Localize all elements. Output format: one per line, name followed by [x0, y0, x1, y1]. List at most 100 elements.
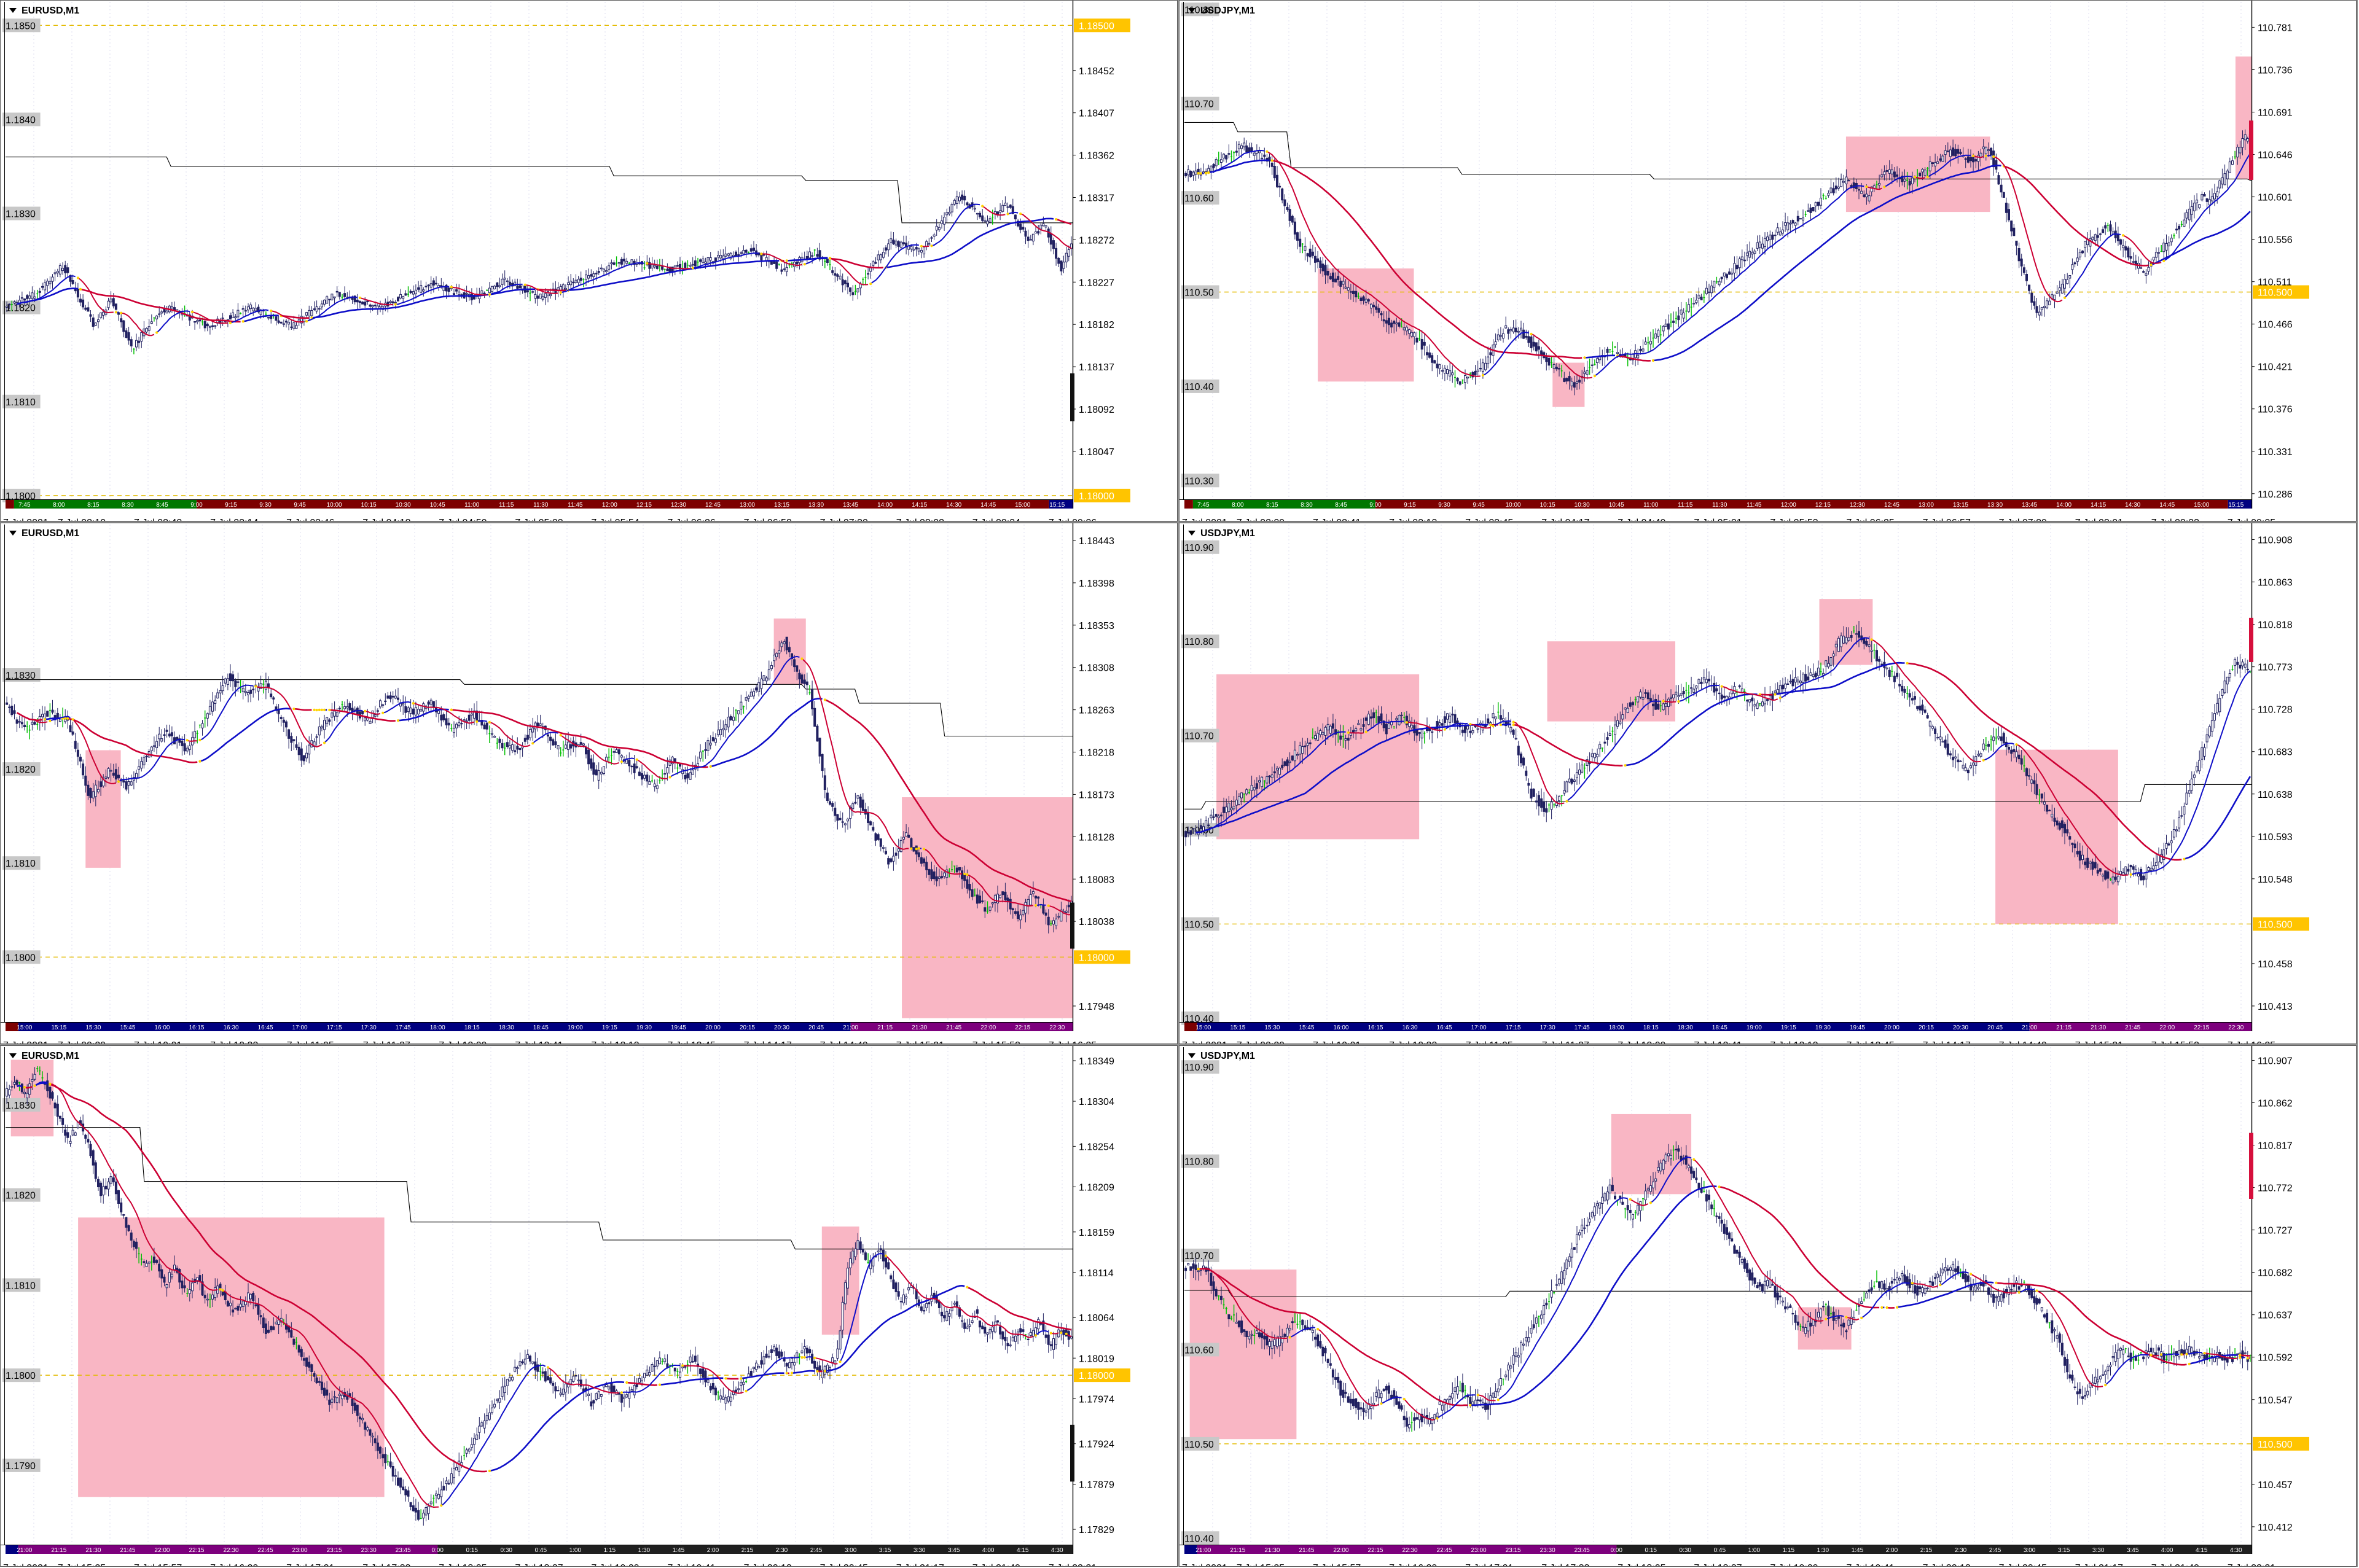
fast-ma-down-segment [547, 1367, 619, 1394]
time-label-0: 7 Jul 2021 [1182, 518, 1227, 521]
fast-ma-up-segment [839, 1252, 884, 1362]
slow-ma-flip-dot [1499, 724, 1502, 727]
axis-tick-1.18083: 1.18083 [1079, 875, 1114, 885]
session-time-label: 4:30 [2230, 1547, 2242, 1554]
axis-highlight-110.500 [2253, 285, 2309, 299]
fast-ma-down-segment [525, 284, 558, 294]
time-label-4: 7 Jul 17:01 [1465, 1563, 1513, 1566]
fast-ma-flip-dot [800, 1356, 804, 1359]
level-label-1.1790: 1.1790 [6, 1461, 36, 1472]
time-label-3: 7 Jul 10:33 [1389, 1040, 1437, 1043]
session-time-label: 16:00 [154, 1024, 170, 1031]
slow-ma-down-segment [829, 257, 883, 269]
chart-canvas-usdjpy-mid[interactable]: 110.90110.80110.70110.60110.50110.40110.… [1180, 523, 2356, 1043]
level-label-1.1830: 1.1830 [6, 671, 36, 681]
chart-window-usdjpy-mid[interactable]: 110.90 110.80 110.70 110.60 110.50 110.40 110.… [1179, 523, 2357, 1044]
time-label-4: 7 Jul 11:05 [287, 1040, 334, 1043]
level-label-1.1820: 1.1820 [6, 1191, 36, 1201]
chart-collapse-arrow-icon[interactable] [9, 1053, 17, 1058]
fast-ma-flip-dot [1825, 1317, 1828, 1320]
chart-collapse-arrow-icon[interactable] [9, 531, 17, 536]
chart-collapse-arrow-icon[interactable] [1188, 531, 1195, 536]
axis-tick-1.18038: 1.18038 [1079, 917, 1114, 927]
chart-canvas-usdjpy-early[interactable]: 110.80 110.70 110.60 110.50 110.40 110.30 110.… [1180, 1, 2356, 521]
chart-window-eurusd-mid[interactable]: 1.1830 1.1820 1.1810 1.1800 1.18443 1.18398 1.… [0, 523, 1178, 1044]
session-time-label: 13:45 [843, 502, 858, 509]
slow-ma-flip-dot [1774, 693, 1777, 696]
session-segment-3 [196, 500, 1049, 509]
candles-down [1184, 1148, 2249, 1427]
time-label-10: 7 Jul 06:58 [744, 518, 792, 521]
chart-canvas-eurusd-late[interactable]: 1.1830 1.1820 1.1810 1.1800 1.1790 1.18349 1.1… [1, 1046, 1177, 1566]
axis-range-marker [1070, 902, 1074, 949]
fast-ma-flip-dot [1982, 759, 1985, 762]
step-support-line [6, 679, 1073, 737]
highlight-zone-2 [78, 1217, 385, 1497]
session-time-label: 13:15 [1953, 502, 1968, 509]
chart-canvas-eurusd-early[interactable]: 1.1850 1.1840 1.1830 1.1820 1.1810 1.1800 1.18… [1, 1, 1177, 521]
chart-collapse-arrow-icon[interactable] [1188, 1053, 1195, 1058]
axis-tick-1.18000: 1.18000 [1079, 953, 1114, 963]
chart-window-eurusd-late[interactable]: 1.1830 1.1820 1.1810 1.1800 1.1790 1.18349 1.1… [0, 1045, 1178, 1567]
session-time-label: 22:30 [223, 1547, 238, 1554]
chart-window-usdjpy-early[interactable]: 110.80 110.70 110.60 110.50 110.40 110.30 110.… [1179, 0, 2357, 521]
fast-ma-up-segment [50, 716, 71, 722]
slow-ma-flip-dot [328, 708, 331, 712]
axis-tick-1.18254: 1.18254 [1079, 1142, 1114, 1152]
session-time-label: 9:15 [225, 502, 237, 509]
session-time-label: 10:15 [361, 502, 377, 509]
session-time-label: 13:15 [774, 502, 789, 509]
session-segment-1 [6, 1545, 18, 1554]
fast-ma-up-segment [489, 283, 523, 295]
chart-title-eurusd-late: EURUSD,M1 [22, 1051, 79, 1061]
session-time-label: 11:30 [1712, 502, 1727, 509]
session-time-label: 22:15 [1015, 1024, 1030, 1031]
fast-ma-flip-dot [803, 263, 806, 266]
session-time-label: 17:45 [1575, 1024, 1590, 1031]
slow-ma-down-segment [2240, 1354, 2250, 1357]
session-time-label: 19:15 [1781, 1024, 1796, 1031]
chart-collapse-arrow-icon[interactable] [1188, 8, 1195, 13]
slow-ma-down-segment [2003, 165, 2149, 267]
axis-tick-1.18047: 1.18047 [1079, 447, 1114, 458]
slow-ma-flip-dot [785, 259, 788, 262]
fast-ma-flip-dot [117, 780, 120, 783]
session-time-label: 14:15 [2091, 502, 2106, 509]
level-label-110.40: 110.40 [1184, 1014, 1214, 1024]
step-support-line [6, 1127, 1073, 1250]
fast-ma-down-segment [1973, 155, 1984, 158]
chart-canvas-eurusd-mid[interactable]: 1.1830 1.1820 1.1810 1.1800 1.18443 1.18398 1.… [1, 523, 1177, 1043]
fast-ma-down-segment [1198, 1268, 1288, 1340]
chart-collapse-arrow-icon[interactable] [9, 8, 17, 13]
session-time-label: 21:15 [2056, 1024, 2071, 1031]
session-time-label: 2:15 [741, 1547, 754, 1554]
fast-ma-flip-dot [2015, 743, 2018, 746]
time-label-9: 7 Jul 19:41 [668, 1563, 716, 1566]
chart-window-eurusd-early[interactable]: 1.1850 1.1840 1.1830 1.1820 1.1810 1.1800 1.18… [0, 0, 1178, 521]
session-segment-1 [1184, 500, 1193, 509]
axis-tick-110.511: 110.511 [2258, 278, 2292, 288]
fast-ma-flip-dot [1939, 1284, 1942, 1287]
time-label-5: 7 Jul 11:37 [1542, 1040, 1589, 1043]
chart-canvas-usdjpy-late[interactable]: 110.90 110.80 110.70 110.60 110.50 110.40 110.… [1180, 1046, 2356, 1566]
session-time-label: 23:30 [361, 1547, 377, 1554]
fast-ma-flip-dot [1364, 730, 1367, 733]
chart-window-usdjpy-late[interactable]: 110.90 110.80 110.70 110.60 110.50 110.40 110.… [1179, 1045, 2357, 1567]
fast-ma-down-segment [192, 311, 228, 324]
fast-ma-down-segment [413, 703, 475, 724]
time-label-3: 7 Jul 10:33 [210, 1040, 258, 1043]
session-segment-2 [1197, 1023, 2030, 1031]
fast-ma-flip-dot [2239, 1356, 2242, 1359]
session-time-label: 13:30 [808, 502, 824, 509]
session-time-label: 13:00 [1919, 502, 1934, 509]
level-label-110.70: 110.70 [1184, 731, 1214, 742]
fast-ma-down-segment [2204, 1352, 2238, 1360]
fast-ma-flip-dot [190, 310, 194, 313]
session-time-label: 9:30 [259, 502, 272, 509]
fast-ma-flip-dot [1266, 150, 1269, 153]
session-time-label: 22:15 [2194, 1024, 2209, 1031]
session-time-label: 23:00 [292, 1547, 308, 1554]
axis-tick-1.18227: 1.18227 [1079, 278, 1114, 288]
slow-ma-flip-dot [785, 1371, 788, 1375]
candles-up [1192, 633, 2247, 884]
